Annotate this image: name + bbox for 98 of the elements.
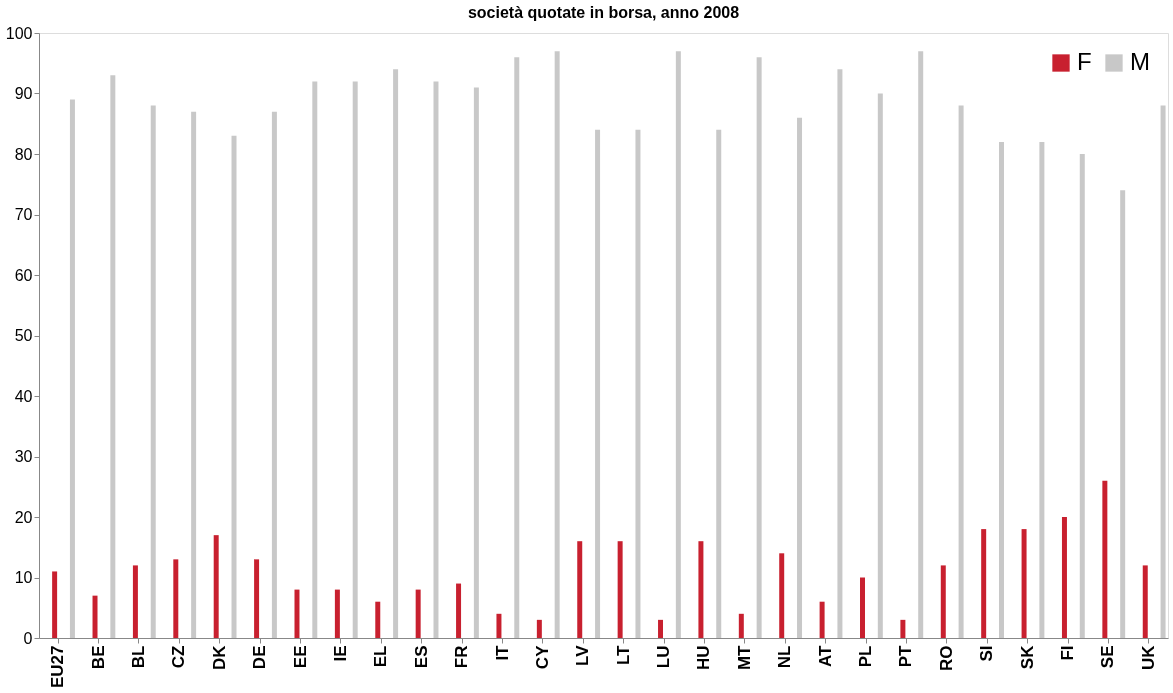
x-tick-label: PL bbox=[856, 645, 876, 668]
x-tick-label: FR bbox=[452, 645, 472, 669]
legend-label: F bbox=[1077, 48, 1092, 75]
bar bbox=[877, 93, 883, 638]
bar bbox=[918, 51, 924, 638]
bar bbox=[1061, 517, 1067, 638]
bar bbox=[635, 129, 641, 638]
bar bbox=[1160, 105, 1166, 638]
x-tick-label: EE bbox=[290, 645, 310, 669]
bar bbox=[1039, 141, 1045, 638]
bar bbox=[1021, 529, 1027, 638]
x-tick-label: DE bbox=[250, 645, 270, 670]
bar bbox=[617, 541, 623, 638]
x-tick-label: DK bbox=[209, 644, 229, 671]
chart-title: società quotate in borsa, anno 2008 bbox=[467, 4, 740, 21]
y-tick-label: 20 bbox=[14, 508, 33, 526]
y-tick-label: 60 bbox=[14, 266, 33, 284]
x-tick-label: IT bbox=[492, 644, 512, 661]
x-tick-label: LV bbox=[573, 644, 593, 666]
bar bbox=[940, 565, 946, 638]
bar bbox=[433, 81, 439, 638]
bar bbox=[819, 601, 825, 638]
bar bbox=[334, 589, 340, 638]
bar bbox=[473, 87, 479, 638]
bar bbox=[393, 69, 399, 638]
bar bbox=[132, 565, 138, 638]
bar bbox=[1102, 480, 1108, 638]
bar bbox=[173, 559, 179, 638]
y-tick-label: 50 bbox=[14, 327, 33, 344]
x-tick-label: BL bbox=[128, 645, 148, 669]
bar bbox=[675, 51, 681, 638]
y-tick-label: 100 bbox=[5, 24, 33, 42]
y-tick-label: 90 bbox=[14, 85, 33, 102]
bar bbox=[1079, 154, 1085, 638]
bar bbox=[860, 577, 865, 638]
bar bbox=[536, 619, 542, 638]
y-tick-label: 40 bbox=[14, 387, 33, 405]
bar bbox=[191, 111, 197, 638]
y-tick-label: 0 bbox=[23, 629, 33, 647]
bar bbox=[595, 129, 601, 638]
bar bbox=[1142, 565, 1148, 638]
bar bbox=[352, 81, 358, 638]
bar bbox=[698, 541, 704, 638]
x-tick-label: RO bbox=[936, 645, 956, 671]
x-tick-label: PT bbox=[896, 644, 916, 668]
x-tick-label: SI bbox=[977, 645, 997, 662]
x-tick-label: MT bbox=[734, 644, 754, 671]
x-tick-label: EL bbox=[371, 645, 391, 668]
x-tick-label: BE bbox=[88, 645, 108, 670]
bar bbox=[213, 535, 219, 638]
x-tick-label: IE bbox=[330, 645, 350, 662]
x-tick-label: AT bbox=[815, 644, 835, 667]
bar bbox=[312, 81, 318, 638]
y-tick-label: 30 bbox=[14, 448, 33, 465]
bar bbox=[756, 57, 762, 638]
x-tick-label: LU bbox=[654, 645, 674, 669]
bar bbox=[271, 111, 277, 638]
legend-label: M bbox=[1130, 48, 1150, 75]
bar bbox=[958, 105, 964, 638]
bar bbox=[716, 129, 722, 638]
bar bbox=[110, 75, 116, 638]
bar bbox=[415, 589, 421, 638]
y-tick-label: 70 bbox=[14, 206, 33, 223]
bar bbox=[1120, 190, 1126, 638]
x-tick-label: LT bbox=[613, 644, 633, 666]
bar bbox=[797, 117, 803, 638]
x-tick-label: NL bbox=[775, 645, 795, 669]
x-tick-label: HU bbox=[694, 645, 714, 671]
x-tick-label: SK bbox=[1017, 644, 1037, 670]
bar bbox=[52, 571, 58, 638]
x-tick-label: FI bbox=[1058, 645, 1078, 661]
bar bbox=[496, 613, 502, 638]
x-tick-label: SE bbox=[1098, 645, 1118, 669]
y-tick-label: 10 bbox=[14, 569, 33, 586]
bar bbox=[92, 595, 98, 638]
bar bbox=[69, 99, 75, 638]
bar bbox=[779, 553, 785, 638]
bar bbox=[514, 57, 520, 638]
x-tick-label: CZ bbox=[169, 645, 189, 669]
bar bbox=[375, 601, 381, 638]
x-tick-label: UK bbox=[1138, 644, 1158, 671]
bar bbox=[981, 529, 987, 638]
bar bbox=[554, 51, 560, 638]
bar bbox=[999, 141, 1004, 638]
y-tick-label: 80 bbox=[14, 145, 33, 163]
bar bbox=[456, 583, 462, 638]
bar bbox=[231, 135, 237, 638]
bar bbox=[150, 105, 156, 638]
bar bbox=[837, 69, 843, 638]
x-tick-label: EU27 bbox=[48, 645, 68, 689]
bar bbox=[294, 589, 300, 638]
x-tick-label: ES bbox=[411, 645, 431, 669]
bar bbox=[738, 613, 744, 638]
x-tick-label: CY bbox=[532, 644, 552, 670]
bar bbox=[577, 541, 583, 638]
bar bbox=[900, 619, 906, 638]
bar bbox=[254, 559, 260, 638]
bar bbox=[658, 619, 664, 638]
